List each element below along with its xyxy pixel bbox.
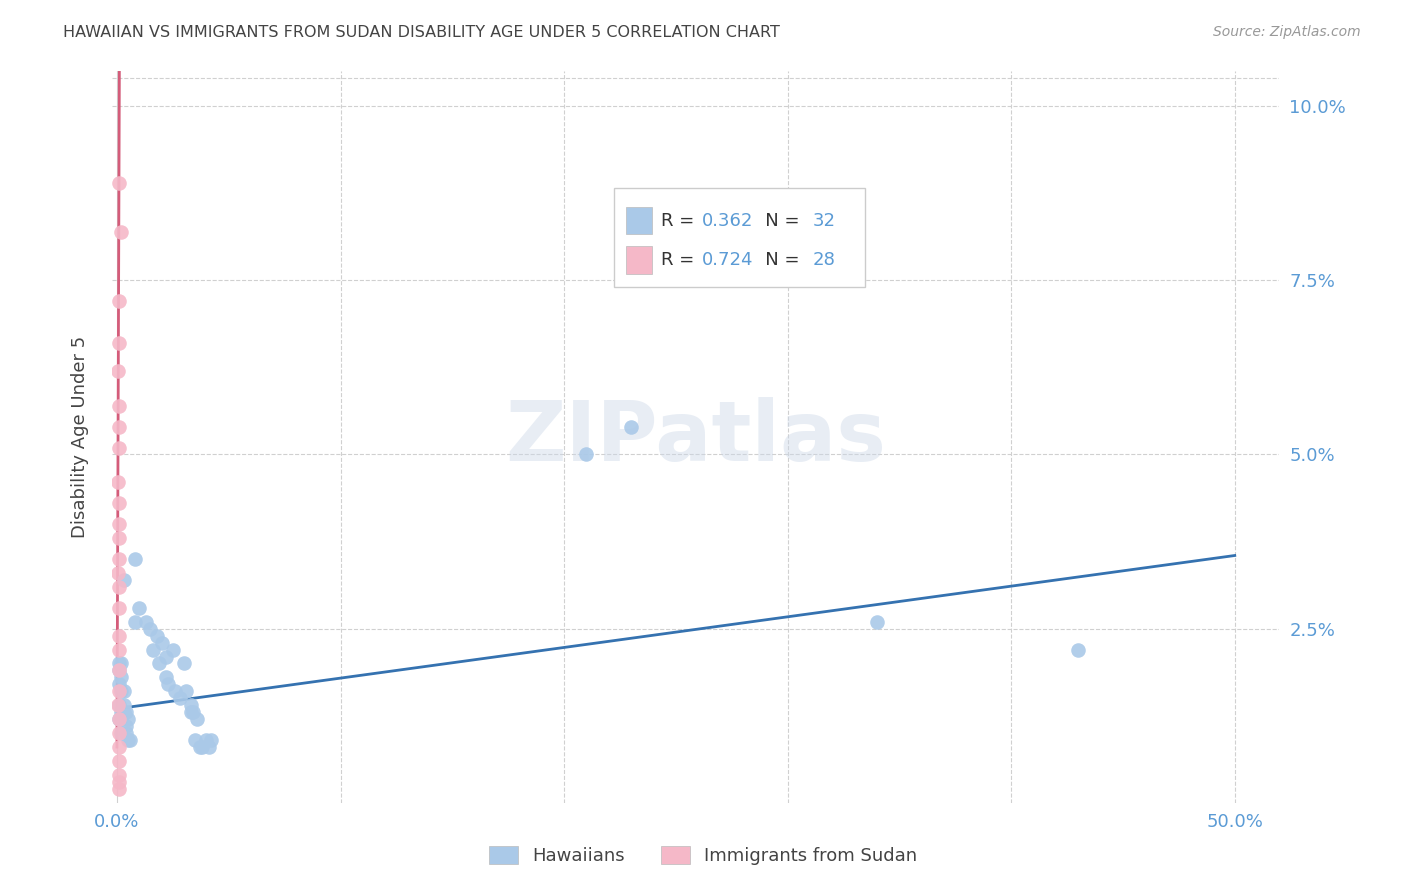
Text: 32: 32 — [813, 211, 835, 229]
Point — [575, 448, 598, 462]
Text: R =: R = — [661, 251, 700, 269]
Point — [148, 657, 170, 671]
Point — [112, 698, 135, 713]
Point — [150, 635, 173, 649]
Point — [173, 657, 195, 671]
Point — [124, 615, 146, 629]
Point — [620, 419, 643, 434]
Point — [142, 642, 165, 657]
Point — [107, 566, 129, 580]
Point — [115, 726, 138, 740]
Point — [107, 698, 129, 713]
Text: 28: 28 — [813, 251, 835, 269]
Point — [107, 419, 129, 434]
Text: 0.724: 0.724 — [702, 251, 754, 269]
FancyBboxPatch shape — [626, 207, 651, 235]
Point — [110, 726, 132, 740]
Point — [174, 684, 197, 698]
Point — [169, 691, 191, 706]
Text: ZIPatlas: ZIPatlas — [506, 397, 886, 477]
Point — [108, 754, 131, 768]
Point — [155, 649, 177, 664]
Point — [117, 712, 139, 726]
Point — [108, 664, 131, 678]
Point — [195, 733, 218, 747]
Point — [186, 712, 208, 726]
Point — [110, 705, 132, 719]
Point — [108, 698, 131, 713]
Point — [146, 629, 169, 643]
Point — [108, 176, 131, 190]
Point — [108, 441, 131, 455]
Point — [108, 496, 131, 510]
FancyBboxPatch shape — [626, 246, 651, 274]
Point — [180, 705, 202, 719]
Text: N =: N = — [748, 211, 806, 229]
Point — [112, 573, 135, 587]
Point — [108, 768, 131, 782]
Point — [108, 740, 131, 755]
Point — [108, 642, 131, 657]
Point — [188, 740, 211, 755]
Point — [108, 294, 131, 309]
Point — [200, 733, 222, 747]
Point — [135, 615, 157, 629]
Point — [866, 615, 889, 629]
Point — [115, 719, 138, 733]
Y-axis label: Disability Age Under 5: Disability Age Under 5 — [70, 336, 89, 538]
Point — [110, 684, 132, 698]
Legend: Hawaiians, Immigrants from Sudan: Hawaiians, Immigrants from Sudan — [479, 837, 927, 874]
Point — [108, 684, 131, 698]
Point — [110, 225, 132, 239]
Point — [155, 670, 177, 684]
Point — [108, 629, 131, 643]
Text: 0.362: 0.362 — [702, 211, 754, 229]
Point — [112, 684, 135, 698]
Point — [115, 705, 138, 719]
Point — [1067, 642, 1090, 657]
FancyBboxPatch shape — [614, 188, 865, 287]
Point — [108, 726, 131, 740]
Point — [108, 600, 131, 615]
Point — [108, 517, 131, 532]
Point — [107, 475, 129, 490]
Point — [165, 684, 187, 698]
Point — [124, 552, 146, 566]
Point — [117, 733, 139, 747]
Point — [110, 712, 132, 726]
Text: HAWAIIAN VS IMMIGRANTS FROM SUDAN DISABILITY AGE UNDER 5 CORRELATION CHART: HAWAIIAN VS IMMIGRANTS FROM SUDAN DISABI… — [63, 25, 780, 40]
Point — [108, 775, 131, 789]
Point — [108, 712, 131, 726]
Point — [108, 531, 131, 545]
Text: R =: R = — [661, 211, 700, 229]
Point — [110, 657, 132, 671]
Point — [108, 657, 131, 671]
Point — [191, 740, 214, 755]
Point — [108, 781, 131, 796]
Point — [128, 600, 150, 615]
Point — [107, 364, 129, 378]
Point — [197, 740, 219, 755]
Point — [184, 733, 207, 747]
Point — [162, 642, 184, 657]
Point — [110, 670, 132, 684]
Point — [139, 622, 162, 636]
Point — [180, 698, 202, 713]
Point — [108, 399, 131, 413]
Point — [108, 712, 131, 726]
Point — [112, 705, 135, 719]
Point — [108, 336, 131, 351]
Text: N =: N = — [748, 251, 806, 269]
Point — [108, 552, 131, 566]
Point — [120, 733, 142, 747]
Text: Source: ZipAtlas.com: Source: ZipAtlas.com — [1213, 25, 1361, 39]
Point — [181, 705, 204, 719]
Point — [108, 580, 131, 594]
Point — [157, 677, 180, 691]
Point — [108, 664, 131, 678]
Point — [108, 677, 131, 691]
